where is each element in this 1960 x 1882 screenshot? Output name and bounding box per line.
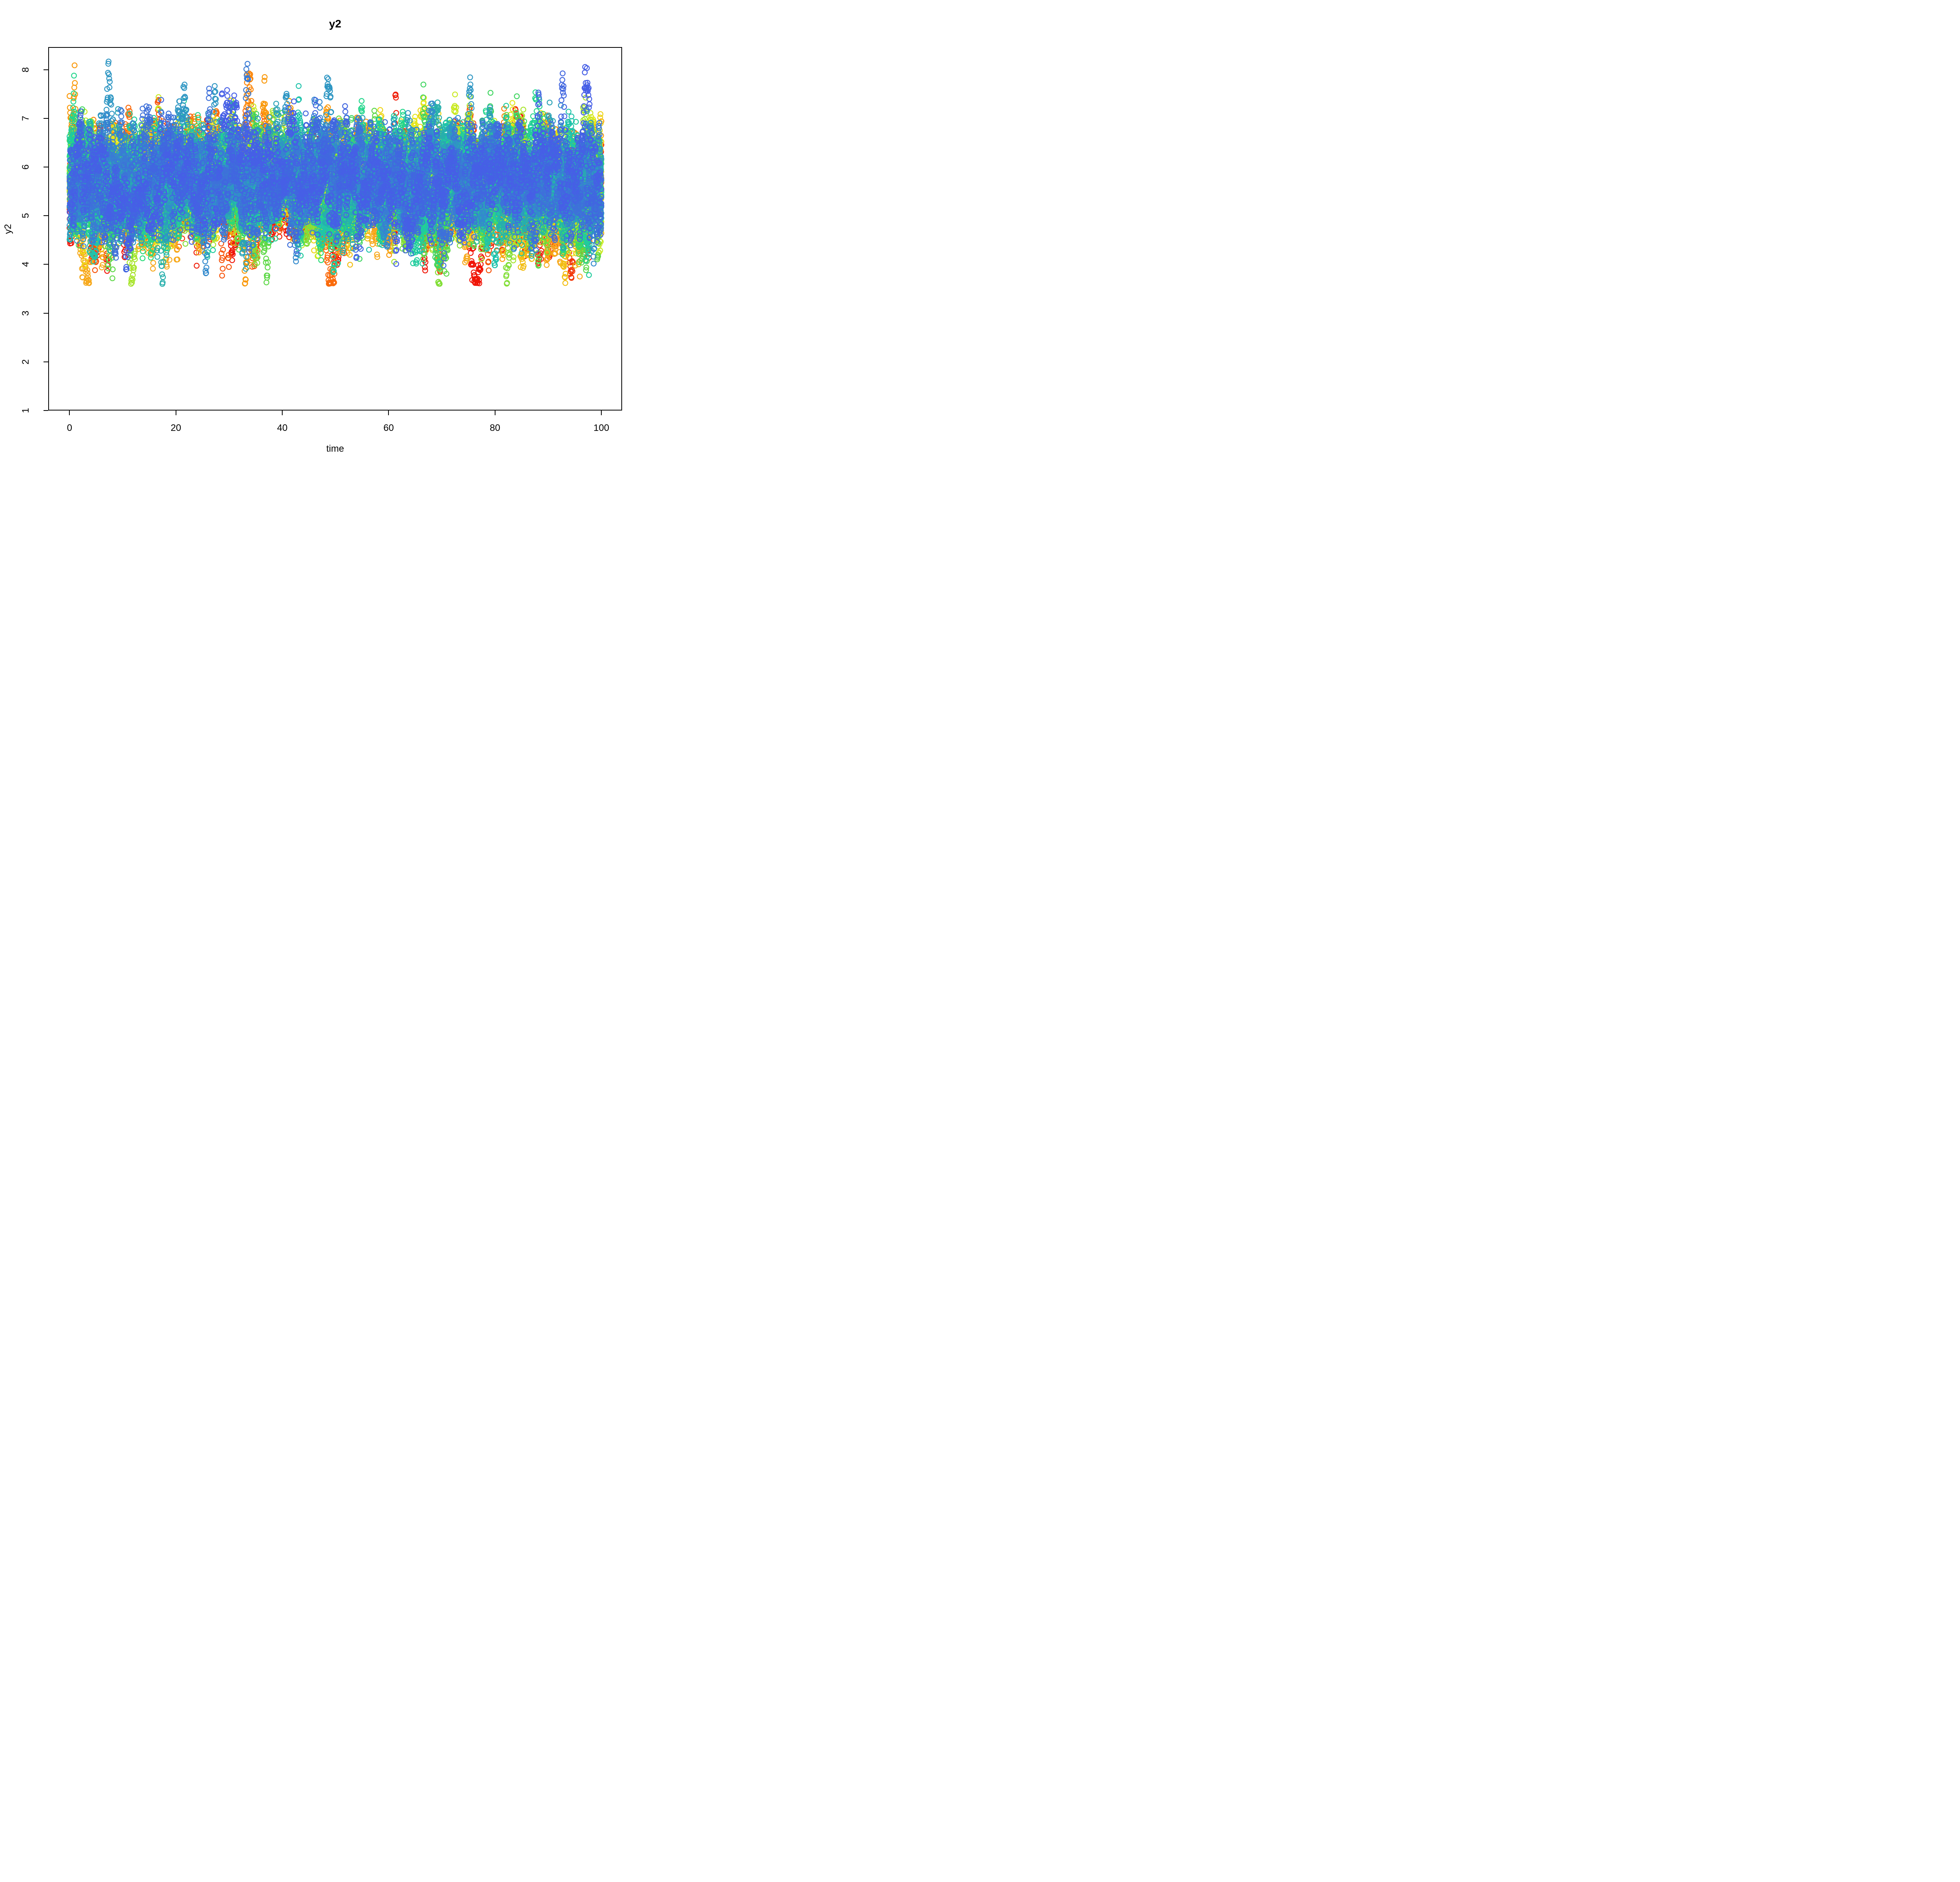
x-tick-label: 40	[277, 423, 288, 433]
x-tick-label: 20	[171, 423, 181, 433]
scatter-canvas	[0, 0, 647, 470]
x-tick-mark	[601, 411, 602, 415]
plot-area-box	[48, 47, 622, 411]
y-tick-mark	[43, 410, 48, 411]
y-tick-mark	[43, 312, 48, 314]
y-tick-mark	[43, 69, 48, 70]
y-tick-label: 6	[20, 164, 31, 170]
x-tick-label: 0	[67, 423, 73, 433]
y-tick-label: 2	[20, 359, 31, 365]
x-tick-label: 80	[490, 423, 501, 433]
x-tick-label: 100	[593, 423, 610, 433]
y-tick-mark	[43, 264, 48, 265]
x-tick-label: 60	[383, 423, 394, 433]
y-tick-mark	[43, 215, 48, 216]
y-tick-label: 4	[20, 262, 31, 267]
x-tick-mark	[69, 411, 70, 415]
y-tick-label: 5	[20, 213, 31, 218]
y-tick-label: 3	[20, 310, 31, 316]
y-tick-mark	[43, 118, 48, 119]
x-tick-mark	[388, 411, 389, 415]
y-tick-label: 8	[20, 67, 31, 73]
y-tick-label: 7	[20, 116, 31, 121]
y-tick-label: 1	[20, 408, 31, 413]
x-tick-mark	[282, 411, 283, 415]
